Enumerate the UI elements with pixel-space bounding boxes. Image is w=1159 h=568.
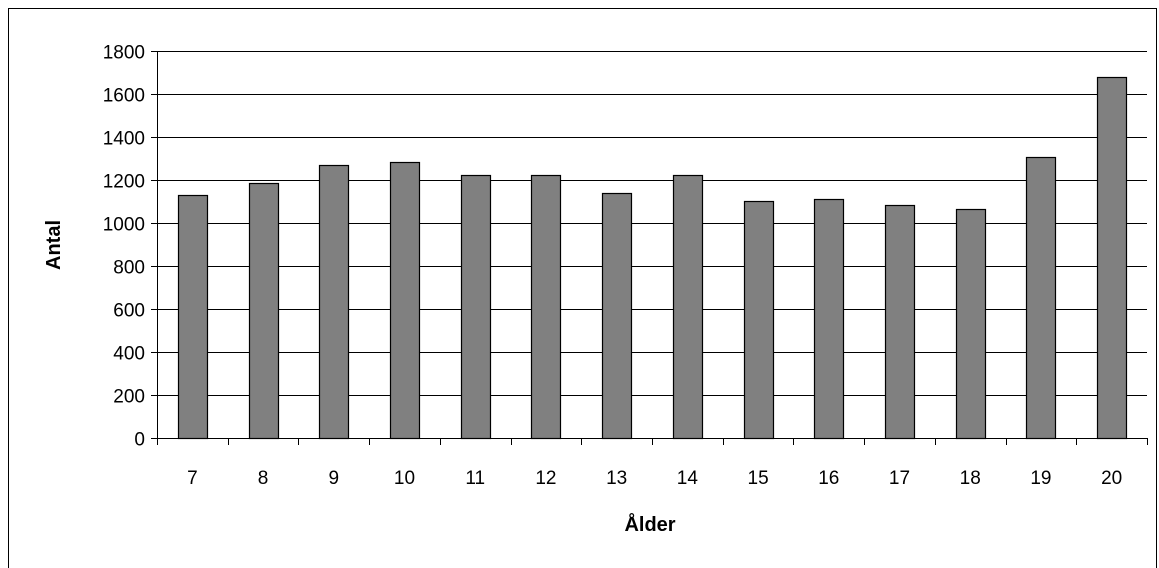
x-tick-label: 13 [606, 468, 627, 489]
y-tick-label: 800 [113, 258, 145, 279]
y-tick-label: 600 [113, 301, 145, 322]
chart-frame [8, 8, 1157, 568]
x-tick-labels: 7 8 9 10 11 12 13 14 15 16 17 18 19 20 [187, 468, 1122, 489]
bar-9 [318, 164, 350, 440]
x-tick-label: 7 [187, 468, 198, 489]
y-tick-label: 0 [134, 430, 145, 451]
x-tick-label: 11 [465, 468, 485, 489]
x-tick-label: 19 [1030, 468, 1051, 489]
bar-12 [530, 174, 562, 440]
y-tick-label: 1400 [103, 129, 145, 150]
y-tick-label: 200 [113, 387, 145, 408]
x-tick-label: 15 [748, 468, 769, 489]
bar-19 [1025, 156, 1057, 440]
y-tick-label: 1200 [103, 172, 145, 193]
bar-17 [884, 204, 916, 440]
x-tick-label: 16 [818, 468, 839, 489]
bar-15 [743, 200, 775, 440]
bar-16 [813, 198, 845, 440]
x-tick-label: 9 [328, 468, 339, 489]
bar-7 [177, 194, 209, 440]
x-tick-label: 10 [394, 468, 415, 489]
x-tick-label: 14 [677, 468, 699, 489]
y-tick-label: 1000 [103, 215, 145, 236]
y-tick-labels: 0 200 400 600 800 1000 1200 1400 1600 1800 [103, 43, 145, 451]
x-tick-label: 18 [960, 468, 981, 489]
x-tick-label: 8 [258, 468, 269, 489]
x-tick-label: 20 [1101, 468, 1122, 489]
y-axis-title: Antal [43, 220, 65, 270]
y-tick-label: 400 [113, 344, 145, 365]
bar-10 [389, 161, 421, 440]
bar-8 [248, 182, 280, 440]
y-tick-label: 1600 [103, 86, 145, 107]
axes [151, 51, 1148, 445]
x-tick-label: 12 [535, 468, 556, 489]
bar-18 [955, 208, 987, 440]
y-tick-label: 1800 [103, 43, 145, 64]
bar-11 [460, 174, 492, 440]
x-tick-label: 17 [889, 468, 910, 489]
gridlines [157, 51, 1147, 396]
bar-13 [601, 192, 633, 440]
bar-20 [1096, 76, 1128, 440]
bar-14 [672, 174, 704, 440]
bars [177, 76, 1128, 440]
x-axis-title: Ålder [624, 512, 675, 536]
